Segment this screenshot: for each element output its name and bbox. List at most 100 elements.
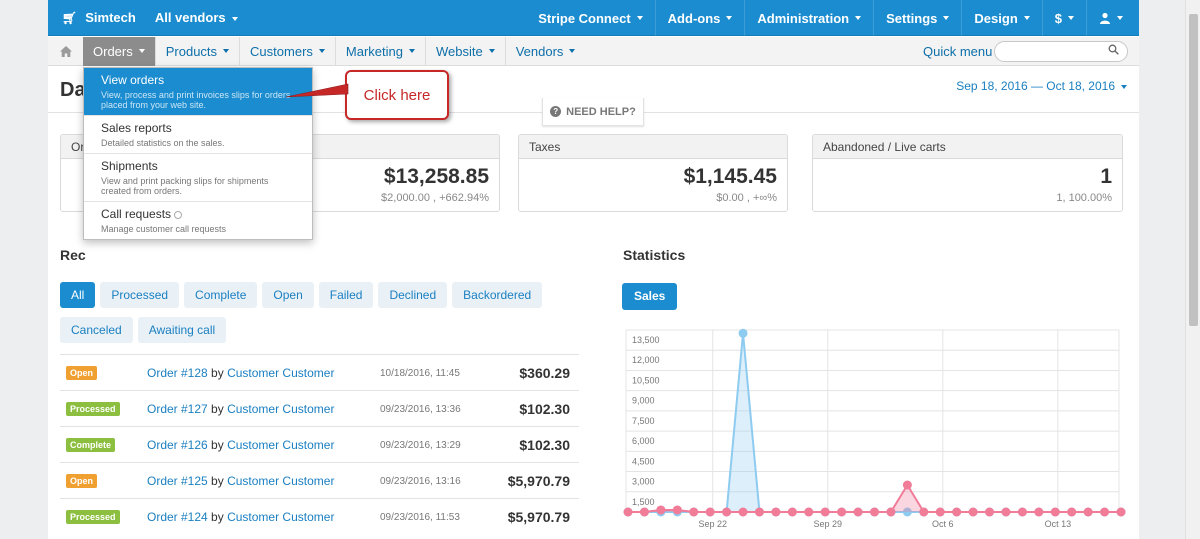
filter-open[interactable]: Open xyxy=(262,282,314,308)
order-amount: $360.29 xyxy=(519,365,570,381)
customer-link[interactable]: Customer Customer xyxy=(227,438,335,452)
customer-link[interactable]: Customer Customer xyxy=(227,510,335,524)
card-change: $0.00 , +∞% xyxy=(716,192,777,204)
menu-item-shipments[interactable]: Shipments View and print packing slips f… xyxy=(84,154,312,202)
search-input[interactable] xyxy=(994,41,1128,62)
menu-item-title: Sales reports xyxy=(101,121,172,135)
topnav-label: Administration xyxy=(757,10,850,26)
chevron-down-icon xyxy=(1023,16,1030,20)
order-number[interactable]: Order #126 xyxy=(147,438,208,452)
subnav-website[interactable]: Website xyxy=(426,36,506,66)
series-area xyxy=(628,333,1121,512)
top-nav: Stripe Connect Add-ons Administration Se… xyxy=(526,0,1139,36)
order-link[interactable]: Order #128 by Customer Customer xyxy=(147,366,334,380)
topnav-add-ons[interactable]: Add-ons xyxy=(654,0,745,36)
by-text: by xyxy=(211,510,224,524)
table-row: Open Order #128 by Customer Customer 10/… xyxy=(60,354,579,390)
subnav-vendors[interactable]: Vendors xyxy=(506,37,586,66)
data-point xyxy=(689,507,699,517)
click-here-callout: Click here xyxy=(345,70,449,120)
customer-link[interactable]: Customer Customer xyxy=(227,474,335,488)
topnav-stripe-connect[interactable]: Stripe Connect xyxy=(526,0,654,36)
menu-item-description: View, process and print invoices slips f… xyxy=(101,90,291,110)
order-number[interactable]: Order #127 xyxy=(147,402,208,416)
menu-item-call-requests[interactable]: Call requests Manage customer call reque… xyxy=(84,202,312,239)
topnav-settings[interactable]: Settings xyxy=(873,0,961,36)
menu-item-view-orders[interactable]: View orders View, process and print invo… xyxy=(84,68,312,116)
order-number[interactable]: Order #128 xyxy=(147,366,208,380)
filter-processed[interactable]: Processed xyxy=(100,282,180,308)
topnav-administration[interactable]: Administration xyxy=(744,0,873,36)
customer-link[interactable]: Customer Customer xyxy=(227,402,335,416)
chevron-down-icon xyxy=(943,16,950,20)
chevron-down-icon xyxy=(855,16,862,20)
data-point xyxy=(738,328,748,338)
filter-complete[interactable]: Complete xyxy=(184,282,258,308)
order-amount: $5,970.79 xyxy=(507,509,570,525)
data-point xyxy=(804,507,814,517)
data-point xyxy=(639,507,649,517)
data-point xyxy=(623,507,633,517)
orders-dropdown-menu: View orders View, process and print invo… xyxy=(83,67,313,240)
order-link[interactable]: Order #127 by Customer Customer xyxy=(147,402,334,416)
brand[interactable]: 🛒︎ Simtech xyxy=(48,10,136,25)
filter-all[interactable]: All xyxy=(60,282,96,308)
y-tick-label: 13,500 xyxy=(632,335,660,345)
subnav-products[interactable]: Products xyxy=(156,36,241,66)
data-point xyxy=(985,507,995,517)
filter-canceled[interactable]: Canceled xyxy=(60,317,133,343)
vendor-switcher[interactable]: All vendors xyxy=(155,10,238,25)
card-change: $2,000.00 , +662.94% xyxy=(381,192,489,204)
data-point xyxy=(1067,507,1077,517)
topnav-design[interactable]: Design xyxy=(961,0,1041,36)
y-tick-label: 6,000 xyxy=(632,436,655,446)
topnav-currency[interactable]: $ xyxy=(1041,0,1086,36)
tab-sales[interactable]: Sales xyxy=(622,283,678,310)
by-text: by xyxy=(211,438,224,452)
series-line xyxy=(628,333,1121,513)
sub-nav: Orders Products Customers Marketing Webs… xyxy=(48,36,1139,66)
home-icon[interactable] xyxy=(48,37,83,66)
order-link[interactable]: Order #124 by Customer Customer xyxy=(147,510,334,524)
scrollbar-thumb[interactable] xyxy=(1189,14,1198,326)
subnav-customers[interactable]: Customers xyxy=(240,36,336,66)
subnav-orders[interactable]: Orders xyxy=(83,36,156,66)
date-range-label: Sep 18, 2016 — Oct 18, 2016 xyxy=(956,79,1115,93)
card-label: Abandoned / Live carts xyxy=(813,135,1122,159)
chevron-down-icon xyxy=(1117,16,1123,20)
top-bar: 🛒︎ Simtech All vendors Stripe Connect Ad… xyxy=(48,0,1139,36)
x-tick-label: Oct 13 xyxy=(1045,519,1072,529)
need-help-button[interactable]: ? NEED HELP? xyxy=(542,98,644,126)
menu-item-title: Shipments xyxy=(101,159,158,173)
table-row: Processed Order #124 by Customer Custome… xyxy=(60,498,579,534)
chevron-down-icon xyxy=(318,49,325,53)
customer-link[interactable]: Customer Customer xyxy=(227,366,335,380)
x-tick-label: Sep 29 xyxy=(814,519,843,529)
order-number[interactable]: Order #124 xyxy=(147,510,208,524)
menu-item-title: Call requests xyxy=(101,207,295,221)
vertical-scrollbar[interactable] xyxy=(1185,0,1200,539)
brand-name: Simtech xyxy=(85,10,136,25)
data-point xyxy=(1050,507,1060,517)
status-badge: Complete xyxy=(66,438,116,452)
order-date: 09/23/2016, 11:53 xyxy=(380,512,460,523)
filter-awaiting-call[interactable]: Awaiting call xyxy=(137,317,227,343)
chevron-down-icon xyxy=(488,49,495,53)
page-gutter xyxy=(1139,0,1185,539)
order-number[interactable]: Order #125 xyxy=(147,474,208,488)
filter-failed[interactable]: Failed xyxy=(318,282,374,308)
recent-orders-title: Rec xyxy=(60,247,86,263)
order-link[interactable]: Order #126 by Customer Customer xyxy=(147,438,334,452)
filter-declined[interactable]: Declined xyxy=(378,282,448,308)
filter-backordered[interactable]: Backordered xyxy=(452,282,543,308)
x-tick-label: Sep 22 xyxy=(698,519,727,529)
subnav-marketing[interactable]: Marketing xyxy=(336,36,426,66)
user-icon xyxy=(1100,12,1110,24)
quick-menu[interactable]: Quick menu xyxy=(923,44,993,59)
chevron-down-icon xyxy=(636,16,643,20)
date-range-picker[interactable]: Sep 18, 2016 — Oct 18, 2016 xyxy=(956,79,1127,93)
order-link[interactable]: Order #125 by Customer Customer xyxy=(147,474,334,488)
topnav-user-menu[interactable] xyxy=(1086,0,1139,36)
menu-item-sales-reports[interactable]: Sales reports Detailed statistics on the… xyxy=(84,116,312,154)
card-value: $1,145.45 xyxy=(683,165,777,188)
